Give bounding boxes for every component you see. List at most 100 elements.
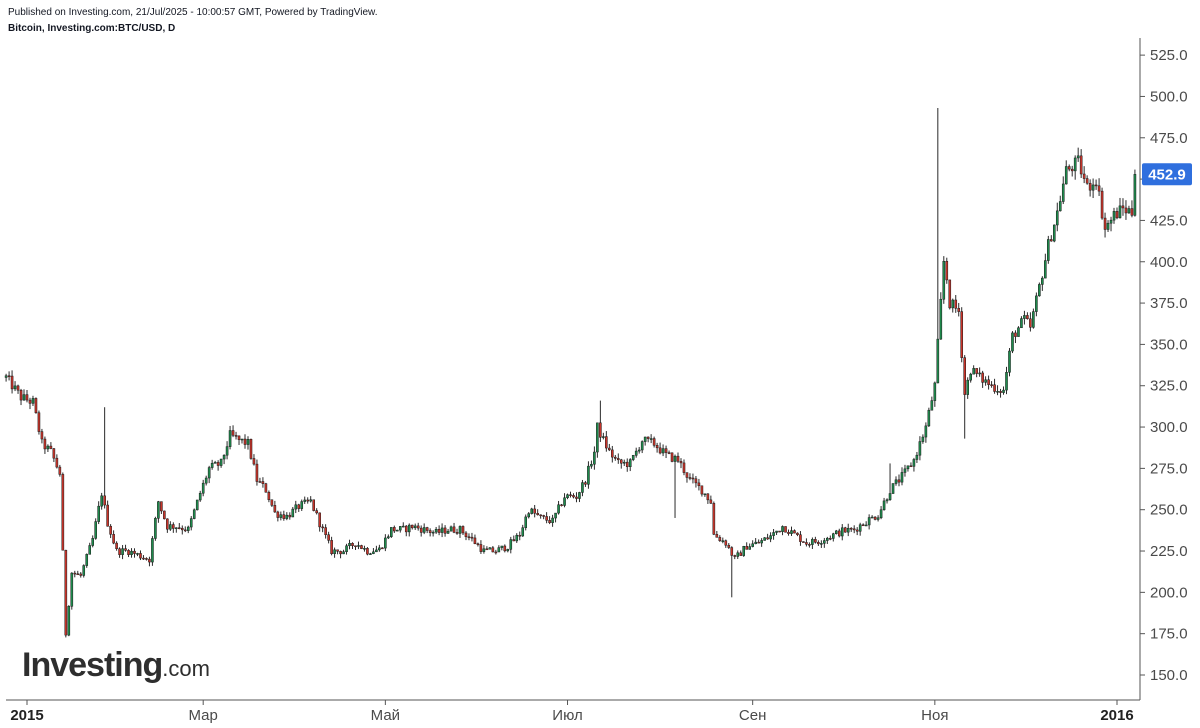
- symbol-caption: Bitcoin, Investing.com:BTC/USD, D: [8, 23, 176, 34]
- candle-up: [309, 499, 312, 502]
- candle-up: [524, 516, 528, 528]
- candle-down: [975, 368, 978, 374]
- candle-down: [715, 534, 719, 538]
- candle-down: [796, 532, 799, 535]
- candle-down: [945, 260, 949, 281]
- candle-up: [882, 500, 886, 511]
- candle-down: [443, 527, 447, 534]
- candle-down: [270, 499, 274, 506]
- candle-down: [267, 491, 271, 500]
- candle-down: [55, 457, 59, 468]
- candle-down: [318, 512, 321, 528]
- candle-down: [605, 436, 608, 449]
- candle-down: [166, 518, 169, 530]
- last-price-marker: 452.9: [1142, 163, 1192, 186]
- candle-up: [927, 409, 931, 427]
- candle-up: [984, 379, 987, 383]
- y-tick-label: 225.0: [1150, 543, 1188, 560]
- candle-up: [357, 545, 360, 547]
- candle-down: [470, 536, 474, 539]
- candle-up: [422, 527, 426, 533]
- candle-down: [43, 438, 47, 450]
- candle-down: [49, 445, 53, 449]
- candle-up: [384, 537, 387, 549]
- candle-down: [685, 472, 689, 478]
- candle-up: [207, 467, 211, 479]
- candle-down: [584, 482, 587, 485]
- y-tick-label: 350.0: [1150, 336, 1188, 353]
- candle-down: [180, 527, 184, 531]
- candle-down: [381, 547, 384, 550]
- candle-up: [372, 551, 375, 554]
- candle-up: [566, 494, 569, 499]
- candle-down: [16, 385, 20, 391]
- candle-down: [339, 551, 342, 555]
- candle-down: [366, 548, 369, 555]
- candle-down: [393, 527, 396, 532]
- candle-up: [333, 549, 336, 555]
- candle-down: [861, 524, 865, 527]
- candle-up: [1032, 311, 1035, 328]
- candle-down: [494, 551, 498, 554]
- candle-up: [94, 521, 97, 539]
- candle-up: [840, 527, 844, 537]
- y-tick-label: 475.0: [1150, 130, 1188, 147]
- candle-down: [1088, 182, 1092, 191]
- candle-up: [557, 504, 560, 514]
- candle-down: [706, 493, 710, 501]
- candle-down: [258, 481, 262, 483]
- candle-up: [661, 448, 665, 454]
- candle-up: [279, 514, 283, 518]
- candle-up: [458, 526, 462, 534]
- candle-up: [130, 550, 133, 555]
- candle-down: [37, 412, 41, 432]
- candle-up: [348, 543, 351, 547]
- candle-down: [724, 540, 728, 546]
- candle-down: [103, 495, 106, 506]
- candle-down: [545, 516, 548, 521]
- candle-up: [390, 527, 393, 537]
- x-axis: 2015 Мар Май Июл Сен Ноя 2016: [6, 699, 1140, 724]
- candle-up: [497, 547, 501, 553]
- candle-down: [124, 548, 127, 551]
- candle-down: [512, 539, 516, 542]
- candle-up: [151, 538, 154, 563]
- candle-up: [912, 459, 916, 467]
- candle-up: [396, 529, 399, 532]
- candle-up: [602, 436, 605, 438]
- candle-up: [1109, 219, 1113, 224]
- candle-up: [509, 539, 513, 550]
- candle-down: [452, 526, 456, 533]
- candle-up: [790, 530, 793, 534]
- candle-down: [1121, 205, 1125, 209]
- candle-up: [763, 537, 766, 541]
- candle-up: [1035, 295, 1038, 312]
- candle-down: [419, 527, 423, 533]
- candle-up: [91, 538, 94, 546]
- candle-up: [551, 517, 554, 523]
- candle-down: [948, 279, 952, 309]
- candle-down: [718, 537, 722, 542]
- candle-down: [178, 527, 181, 529]
- candle-down: [688, 477, 692, 479]
- candle-down: [112, 534, 115, 544]
- candle-up: [867, 517, 871, 526]
- candle-up: [446, 530, 450, 534]
- candle-up: [858, 524, 862, 532]
- candle-down: [599, 422, 602, 438]
- candle-down: [28, 399, 32, 404]
- candle-down: [336, 549, 339, 552]
- candle-up: [876, 517, 880, 520]
- candle-up: [1044, 260, 1047, 279]
- candle-up: [375, 549, 378, 553]
- candle-down: [646, 436, 650, 439]
- candle-down: [667, 452, 671, 454]
- x-tick-label: 2015: [10, 707, 43, 724]
- candle-down: [960, 311, 964, 358]
- candle-down: [625, 461, 629, 468]
- candle-up: [434, 528, 438, 533]
- candle-down: [805, 542, 808, 545]
- candle-down: [76, 573, 80, 576]
- candle-down: [473, 537, 477, 544]
